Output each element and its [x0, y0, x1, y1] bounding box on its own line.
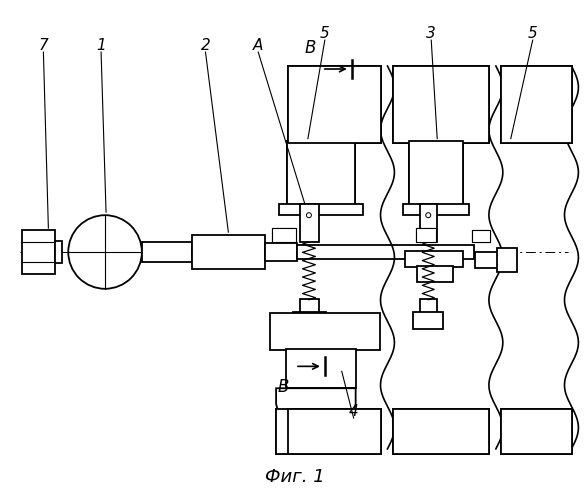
Bar	[393, 66, 489, 142]
Bar	[393, 66, 489, 142]
Bar	[142, 242, 191, 262]
Text: В: В	[278, 378, 289, 396]
Circle shape	[426, 212, 431, 218]
Text: 2: 2	[201, 38, 210, 52]
Text: 4: 4	[349, 404, 359, 418]
Bar	[55, 241, 62, 263]
Text: A: A	[253, 38, 264, 52]
Bar	[393, 409, 489, 454]
Bar	[288, 66, 380, 142]
Bar	[265, 243, 297, 261]
Bar	[413, 312, 443, 328]
Bar	[501, 66, 572, 142]
Bar	[420, 204, 437, 242]
Circle shape	[306, 212, 311, 218]
Text: 5: 5	[320, 26, 330, 40]
Circle shape	[68, 215, 142, 289]
Bar	[472, 230, 490, 242]
Text: 5: 5	[528, 26, 538, 40]
Bar	[409, 140, 463, 206]
Text: 1: 1	[96, 38, 106, 52]
Bar	[417, 266, 453, 282]
Bar	[297, 245, 474, 259]
Text: 7: 7	[39, 38, 48, 52]
Bar	[293, 312, 326, 328]
Text: 3: 3	[426, 26, 436, 40]
Bar	[475, 252, 501, 268]
Bar	[272, 228, 296, 242]
Polygon shape	[276, 388, 356, 431]
Text: Фиг. 1: Фиг. 1	[265, 468, 325, 485]
Bar	[191, 235, 265, 269]
Bar	[416, 228, 436, 242]
Bar	[279, 204, 363, 215]
Bar	[288, 66, 380, 142]
Bar	[288, 409, 380, 454]
Bar	[409, 140, 463, 206]
Bar	[403, 204, 469, 215]
Bar	[22, 230, 55, 274]
Text: В: В	[304, 39, 316, 57]
Bar	[270, 312, 380, 350]
Bar	[420, 298, 437, 312]
Bar	[497, 248, 517, 272]
Bar	[501, 66, 572, 142]
Bar	[501, 409, 572, 454]
Bar	[501, 409, 572, 454]
Bar	[287, 140, 355, 206]
Bar	[300, 298, 319, 312]
Bar	[286, 350, 356, 388]
Bar	[300, 204, 319, 242]
Bar	[416, 228, 436, 242]
Bar	[276, 409, 356, 454]
Bar	[393, 409, 489, 454]
Bar	[272, 228, 296, 242]
Bar	[472, 230, 490, 242]
Bar	[406, 251, 463, 267]
Bar	[287, 140, 355, 206]
Bar	[276, 409, 356, 454]
Bar	[288, 409, 380, 454]
